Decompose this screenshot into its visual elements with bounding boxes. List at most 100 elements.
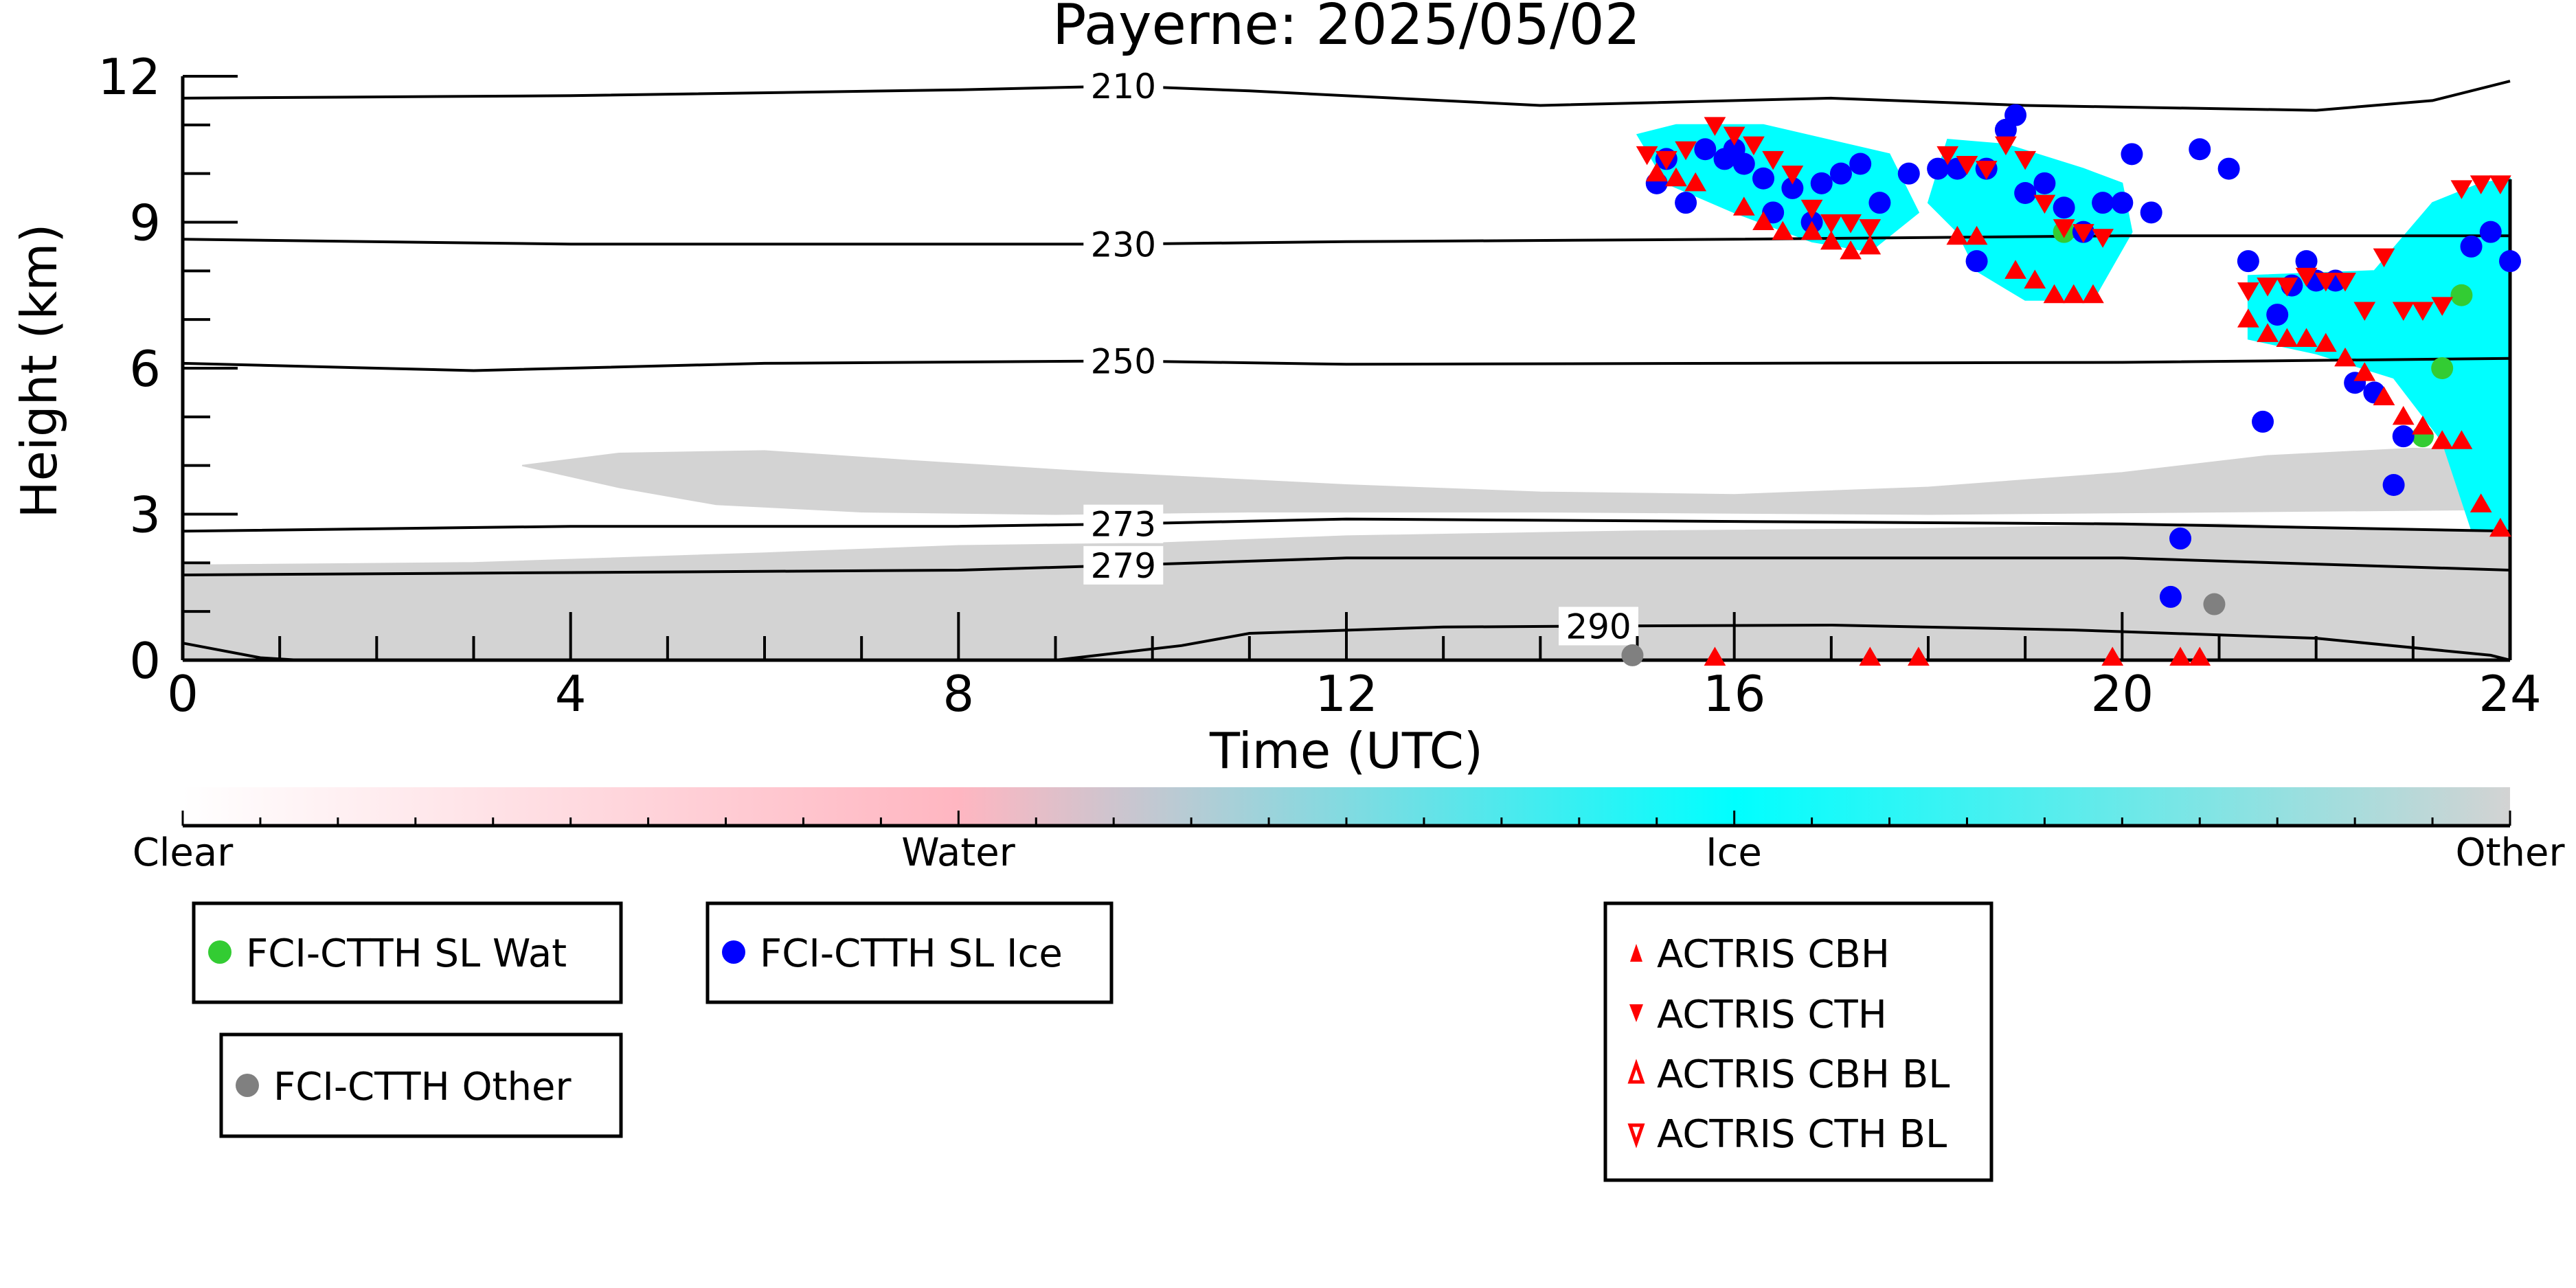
marker-actris-cth [2431,297,2454,316]
legend-label-actris-cbh-bl: ACTRIS CBH BL [1657,1052,1950,1097]
marker-fci-ctth-sl-ice [2189,138,2211,161]
marker-fci-ctth-sl-ice [1762,201,1785,224]
marker-actris-cbh [1800,221,1823,240]
marker-actris-cth [2295,267,2318,287]
contour-label-background [1083,67,1164,106]
marker-actris-cbh [2470,493,2492,512]
colorbar-label-clear: Clear [133,831,234,875]
marker-actris-cbh [1840,240,1862,260]
y-tick-label: 9 [129,194,161,252]
marker-actris-cth [1859,219,1882,238]
marker-fci-ctth-sl-ice [2252,410,2274,433]
contour-label-background [1083,545,1164,585]
marker-actris-cbh [2043,284,2066,304]
contour-label-210: 210 [1091,67,1156,106]
marker-actris-cbh [2257,323,2279,342]
marker-fci-ctth-sl-ice [1829,162,1852,185]
marker-fci-ctth-sl-ice [2121,143,2143,166]
marker-actris-cbh [2101,646,2124,666]
y-axis-label: Height (km) [10,224,68,519]
contour-label-273: 273 [1091,505,1156,545]
x-tick-label: 4 [555,665,587,723]
marker-actris-cbh [2189,646,2211,666]
contour-label-250: 250 [1091,341,1156,381]
legend-marker-fci-wat [208,940,231,964]
marker-fci-ctth-sl-ice [1897,162,1920,185]
marker-actris-cth [2314,273,2337,292]
marker-fci-ctth-sl-ice [2004,104,2027,126]
marker-fci-ctth-sl-ice [1849,152,1872,175]
marker-fci-ctth-sl-ice [2499,250,2521,273]
contour-line-230 [182,234,2510,246]
marker-fci-ctth-sl-ice [2014,182,2037,204]
marker-actris-cth [1995,136,2017,156]
y-tick-label: 12 [98,48,161,106]
marker-actris-cth [1743,136,1765,156]
marker-actris-cbh [1645,162,1668,182]
marker-actris-cbh [2392,405,2415,425]
marker-actris-cbh [1732,196,1755,216]
legend-marker-actris-cth [1629,1004,1643,1022]
marker-actris-cth [2373,248,2395,268]
marker-fci-ctth-sl-ice [2382,474,2405,496]
x-axis-label: Time (UTC) [1209,722,1483,780]
marker-actris-cbh [2412,415,2434,435]
marker-actris-cbh [2450,430,2473,449]
marker-actris-cth [2470,175,2492,194]
legend-label-actris-cth-bl: ACTRIS CTH BL [1657,1112,1947,1157]
marker-actris-cbh [2024,269,2046,289]
marker-fci-ctth-sl-ice [2237,250,2259,273]
marker-actris-cbh [2237,308,2259,328]
marker-fci-ctth-sl-ice [2053,196,2075,219]
contour-label-background [1083,341,1164,381]
marker-fci-ctth-sl-ice [2266,304,2289,326]
legend-marker-actris-cth-bl [1627,1123,1645,1149]
marker-actris-cbh [2489,517,2511,537]
marker-fci-ctth-other [1621,644,1644,666]
marker-fci-ctth-sl-ice [2140,201,2162,224]
marker-fci-ctth-sl-wat [2431,357,2454,379]
marker-actris-cbh [1946,225,1969,245]
marker-fci-ctth-sl-wat [2450,284,2473,306]
marker-actris-cth [2276,278,2298,297]
marker-actris-cth [1820,214,1842,234]
marker-actris-cth [2053,219,2075,238]
marker-actris-cbh [2431,430,2454,449]
contour-label-background [1083,504,1164,543]
marker-fci-ctth-sl-ice [2092,192,2114,214]
legend-box [219,1032,623,1138]
y-tick-label: 6 [129,340,161,398]
marker-actris-cth [2450,180,2473,199]
legend-marker-fci-other [236,1074,259,1097]
marker-fci-ctth-sl-ice [2392,425,2415,448]
chart-title: Payerne: 2025/05/02 [1052,0,1640,58]
marker-fci-ctth-sl-ice [1752,167,1775,190]
x-tick-label: 12 [1315,665,1378,723]
marker-actris-cth [2237,282,2259,302]
marker-fci-ctth-sl-ice [1675,192,1697,214]
legend-fci-ice: FCI-CTTH SL Ice [705,901,1114,1004]
legend-box [705,901,1114,1004]
colorbar-label-other: Other [2455,831,2565,875]
marker-actris-cth [1840,214,1862,234]
marker-actris-cth [2257,278,2279,297]
contour-line-273 [182,517,2511,533]
data-markers [1621,104,2521,666]
legend-box [192,901,623,1004]
marker-actris-cbh [1684,172,1707,192]
marker-fci-ctth-sl-ice [2217,157,2240,180]
marker-actris-cth [1655,150,1677,170]
y-tick-label: 3 [129,486,161,544]
marker-actris-cbh [2276,328,2298,347]
colorbar-label-ice: Ice [1706,831,1762,875]
marker-actris-cth [2072,224,2094,243]
legend-label-fci-ice: FCI-CTTH SL Ice [760,931,1063,976]
marker-actris-cbh [2353,362,2376,381]
marker-actris-cbh [1820,230,1842,250]
marker-fci-ctth-sl-ice [2460,235,2483,258]
marker-actris-cbh [1859,235,1882,255]
marker-actris-cbh [1908,646,1930,666]
marker-actris-cbh [2062,284,2085,304]
marker-actris-cth [1800,199,1823,219]
marker-fci-ctth-sl-ice [2295,250,2318,273]
